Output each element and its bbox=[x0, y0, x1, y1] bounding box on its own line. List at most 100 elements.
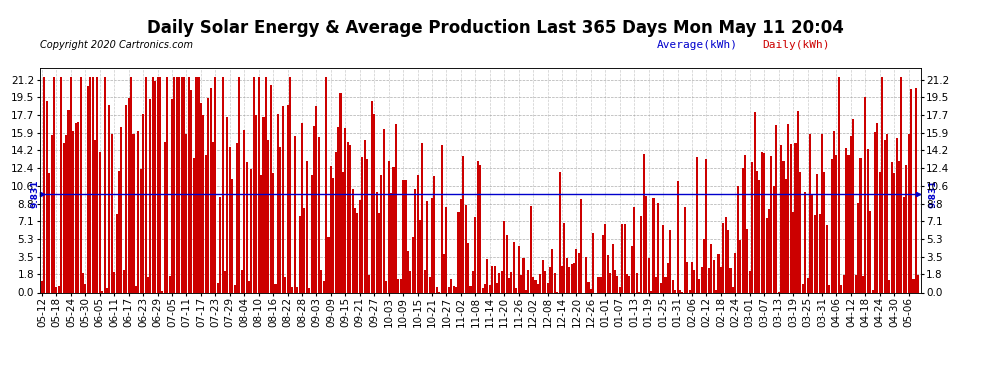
Bar bbox=[443, 254, 446, 292]
Bar bbox=[441, 145, 443, 292]
Bar bbox=[464, 204, 466, 292]
Bar bbox=[886, 134, 888, 292]
Bar bbox=[272, 172, 274, 292]
Bar bbox=[234, 285, 236, 292]
Bar bbox=[508, 278, 510, 292]
Bar bbox=[450, 279, 452, 292]
Bar bbox=[89, 76, 91, 292]
Bar bbox=[101, 291, 103, 292]
Bar bbox=[140, 169, 142, 292]
Bar bbox=[296, 287, 298, 292]
Bar bbox=[82, 273, 84, 292]
Bar bbox=[768, 209, 770, 292]
Bar bbox=[898, 160, 900, 292]
Bar bbox=[159, 76, 161, 292]
Bar bbox=[395, 124, 397, 292]
Bar bbox=[214, 76, 217, 292]
Bar bbox=[313, 126, 315, 292]
Bar bbox=[727, 230, 729, 292]
Bar bbox=[676, 181, 678, 292]
Bar bbox=[612, 244, 614, 292]
Bar bbox=[49, 173, 50, 292]
Bar bbox=[528, 270, 530, 292]
Bar bbox=[523, 258, 525, 292]
Bar bbox=[121, 127, 123, 292]
Bar bbox=[544, 271, 546, 292]
Bar bbox=[725, 217, 727, 292]
Bar bbox=[715, 290, 717, 292]
Bar bbox=[99, 152, 101, 292]
Bar bbox=[888, 280, 890, 292]
Bar bbox=[689, 290, 691, 292]
Bar bbox=[558, 172, 560, 292]
Bar bbox=[513, 242, 515, 292]
Bar bbox=[190, 90, 192, 292]
Bar bbox=[484, 284, 486, 292]
Bar bbox=[684, 207, 686, 292]
Bar bbox=[701, 267, 703, 292]
Bar bbox=[795, 143, 797, 292]
Bar bbox=[901, 76, 903, 292]
Bar bbox=[859, 158, 861, 292]
Bar bbox=[133, 134, 135, 292]
Bar bbox=[173, 76, 175, 292]
Bar bbox=[790, 144, 792, 292]
Bar bbox=[460, 199, 462, 292]
Bar bbox=[151, 76, 153, 292]
Bar bbox=[659, 283, 661, 292]
Bar bbox=[282, 106, 284, 292]
Bar bbox=[799, 172, 801, 292]
Bar bbox=[667, 263, 669, 292]
Bar bbox=[274, 284, 276, 292]
Bar bbox=[412, 237, 414, 292]
Bar bbox=[535, 280, 537, 292]
Bar bbox=[62, 143, 64, 292]
Bar bbox=[908, 134, 910, 292]
Bar bbox=[363, 140, 365, 292]
Bar bbox=[452, 286, 454, 292]
Bar bbox=[686, 262, 688, 292]
Bar bbox=[429, 277, 431, 292]
Bar bbox=[154, 81, 156, 292]
Bar bbox=[600, 277, 602, 292]
Bar bbox=[53, 76, 55, 292]
Bar bbox=[751, 162, 753, 292]
Bar bbox=[905, 165, 907, 292]
Bar bbox=[168, 276, 170, 292]
Bar bbox=[568, 267, 570, 292]
Text: 9.831: 9.831 bbox=[31, 180, 40, 208]
Bar bbox=[631, 246, 633, 292]
Bar bbox=[918, 275, 920, 292]
Bar bbox=[407, 251, 409, 292]
Bar bbox=[520, 276, 522, 292]
Bar bbox=[566, 258, 568, 292]
Bar bbox=[74, 123, 77, 292]
Bar bbox=[388, 160, 390, 292]
Bar bbox=[340, 93, 342, 292]
Bar bbox=[821, 134, 823, 292]
Bar bbox=[617, 276, 619, 292]
Bar bbox=[166, 76, 168, 292]
Bar bbox=[346, 142, 348, 292]
Bar bbox=[210, 88, 212, 292]
Bar bbox=[585, 257, 587, 292]
Bar bbox=[60, 76, 62, 292]
Bar bbox=[807, 278, 809, 292]
Bar bbox=[748, 271, 750, 292]
Bar bbox=[65, 135, 67, 292]
Bar bbox=[652, 198, 654, 292]
Bar bbox=[176, 76, 178, 292]
Bar bbox=[645, 196, 647, 292]
Bar bbox=[657, 203, 659, 292]
Bar bbox=[405, 180, 407, 292]
Bar bbox=[417, 174, 419, 292]
Bar bbox=[383, 129, 385, 292]
Bar bbox=[693, 270, 695, 292]
Bar bbox=[299, 216, 301, 292]
Bar bbox=[561, 266, 563, 292]
Bar bbox=[765, 217, 767, 292]
Bar bbox=[546, 283, 548, 292]
Bar bbox=[356, 213, 358, 292]
Bar bbox=[708, 268, 710, 292]
Bar bbox=[540, 274, 542, 292]
